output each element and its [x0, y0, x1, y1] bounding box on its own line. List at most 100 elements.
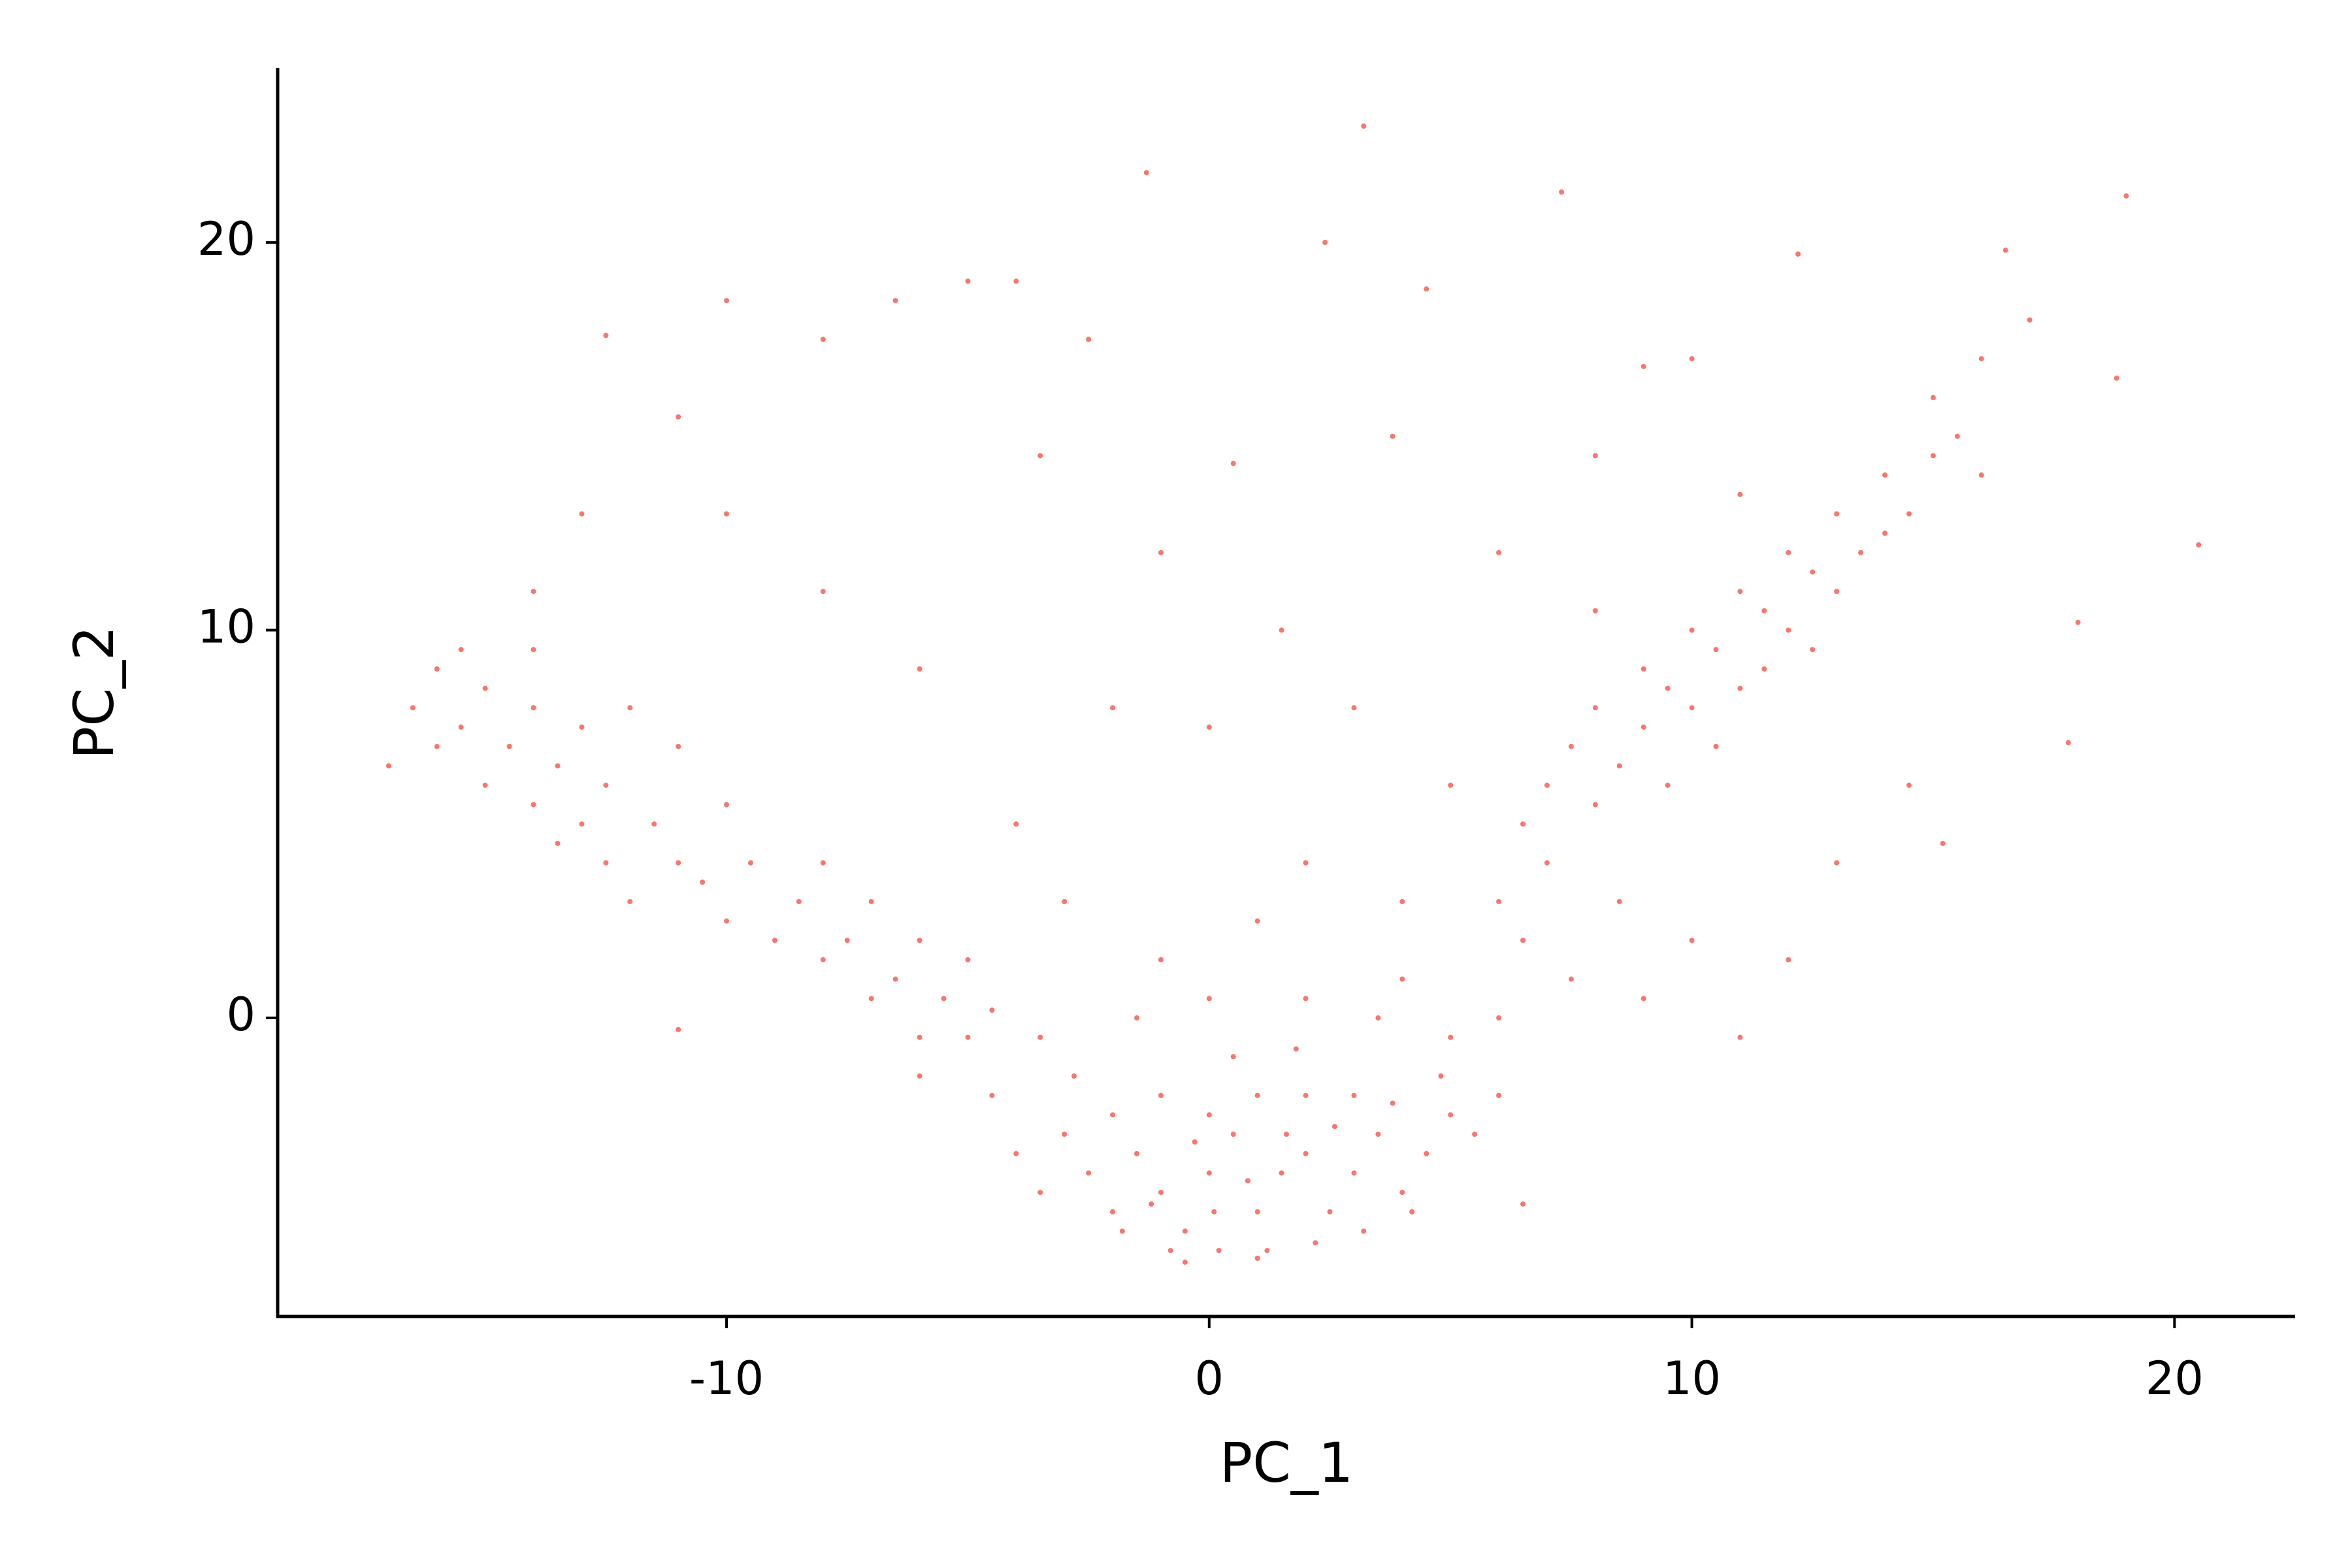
point: [603, 782, 609, 788]
point: [1182, 1228, 1188, 1234]
point: [1158, 549, 1164, 555]
point: [724, 511, 730, 517]
point: [1689, 705, 1695, 711]
point: [1206, 1112, 1212, 1118]
point: [1110, 1112, 1116, 1118]
point: [627, 898, 633, 904]
point: [676, 860, 681, 866]
point: [989, 1092, 995, 1098]
point: [1322, 240, 1328, 246]
point: [1786, 549, 1791, 555]
point: [434, 743, 440, 749]
point: [1906, 511, 1912, 517]
point: [1303, 860, 1309, 866]
point: [796, 898, 802, 904]
point: [1496, 1015, 1502, 1021]
point: [1143, 170, 1149, 176]
point: [1254, 1255, 1260, 1261]
point: [1810, 647, 1816, 653]
point: [700, 879, 706, 885]
point: [1882, 472, 1888, 478]
point: [2123, 193, 2129, 199]
point: [1279, 1170, 1284, 1176]
point: [1616, 898, 1622, 904]
point: [1149, 1201, 1154, 1207]
point: [1216, 1248, 1222, 1254]
point: [1448, 782, 1454, 788]
point: [531, 647, 536, 653]
point: [1665, 782, 1671, 788]
point: [820, 860, 826, 866]
point: [1689, 938, 1695, 943]
point: [1786, 627, 1791, 633]
point: [1158, 1092, 1164, 1098]
point: [1906, 782, 1912, 788]
point: [1037, 1034, 1043, 1040]
point: [892, 976, 898, 982]
point: [1361, 123, 1367, 129]
point: [989, 1007, 995, 1013]
point: [2196, 542, 2202, 547]
point: [1641, 996, 1646, 1002]
point: [1192, 1139, 1198, 1145]
point: [724, 802, 730, 808]
point: [1409, 1209, 1415, 1215]
point: [1786, 957, 1791, 962]
point: [1930, 395, 1936, 400]
x-tick-label: 20: [2146, 1352, 2204, 1405]
point: [917, 1034, 923, 1040]
point: [1399, 898, 1405, 904]
point: [892, 298, 898, 304]
point: [1037, 1190, 1043, 1196]
point: [1331, 1124, 1337, 1130]
point: [1689, 627, 1695, 633]
point: [1351, 1092, 1357, 1098]
point: [1134, 1151, 1139, 1156]
point: [1689, 356, 1695, 362]
point: [1062, 1132, 1068, 1137]
point: [506, 743, 512, 749]
point: [1245, 1178, 1250, 1184]
point: [1351, 705, 1357, 711]
point: [1713, 743, 1719, 749]
point: [1544, 860, 1550, 866]
point: [1110, 1209, 1116, 1215]
point: [1641, 363, 1646, 369]
point: [1013, 821, 1019, 827]
point: [1390, 1100, 1396, 1106]
point: [1264, 1248, 1270, 1254]
point: [724, 918, 730, 924]
point: [1592, 705, 1598, 711]
point: [1037, 453, 1043, 459]
point: [917, 1073, 923, 1079]
point: [1086, 1170, 1092, 1176]
point: [1544, 782, 1550, 788]
point: [820, 589, 826, 595]
point: [772, 938, 777, 943]
point: [1230, 1132, 1236, 1137]
point: [2002, 247, 2008, 253]
point: [917, 666, 923, 672]
point: [820, 336, 826, 342]
point: [1713, 647, 1719, 653]
point: [1375, 1015, 1381, 1021]
point: [1858, 549, 1864, 555]
point: [482, 782, 488, 788]
point: [458, 724, 464, 730]
point: [1390, 433, 1396, 439]
x-tick-label: 0: [1195, 1352, 1224, 1405]
point: [1230, 461, 1236, 466]
point: [531, 802, 536, 808]
point: [820, 957, 826, 962]
x-tick-label: 10: [1663, 1352, 1721, 1405]
point: [747, 860, 753, 866]
point: [676, 743, 681, 749]
point: [385, 763, 391, 769]
point: [1978, 356, 1984, 362]
point: [1399, 1190, 1405, 1196]
y-tick-label: 0: [226, 988, 255, 1041]
point: [1568, 743, 1574, 749]
point: [579, 724, 585, 730]
point: [1882, 531, 1888, 536]
point: [1665, 685, 1671, 691]
